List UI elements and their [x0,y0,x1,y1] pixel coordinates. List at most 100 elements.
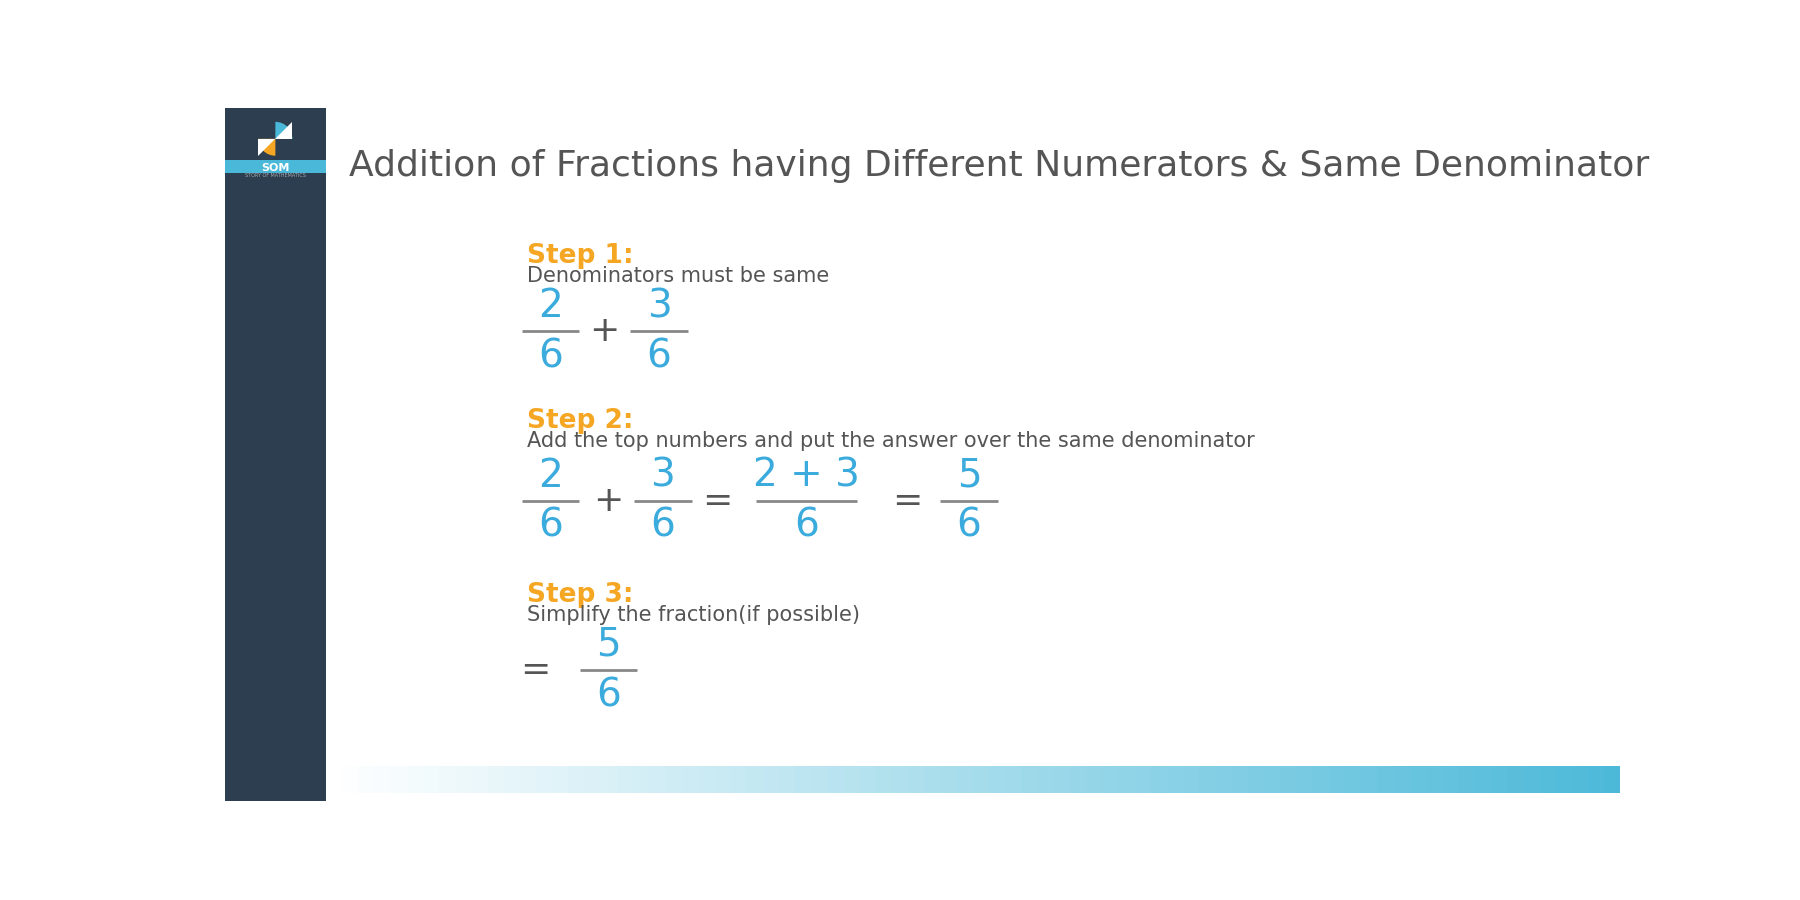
Bar [1053,767,1071,793]
Text: 5: 5 [596,626,621,664]
Bar [1426,767,1444,793]
Bar [698,767,715,793]
Bar [1571,767,1588,793]
Bar [1409,767,1427,793]
Bar [1037,767,1055,793]
Text: 5: 5 [956,456,981,494]
Bar [1474,767,1492,793]
Bar [1539,767,1555,793]
Text: Addition of Fractions having Different Numerators & Same Denominator: Addition of Fractions having Different N… [349,148,1649,183]
Text: 2: 2 [538,456,563,494]
Bar [585,767,601,793]
Text: =: = [520,653,551,687]
Bar [877,767,893,793]
Bar [763,767,779,793]
Bar [601,767,617,793]
Bar [1555,767,1571,793]
Bar [796,767,812,793]
Text: SOM: SOM [261,164,290,174]
Bar [1523,767,1539,793]
Bar [812,767,828,793]
Bar [1393,767,1411,793]
Bar [666,767,682,793]
Bar [569,767,585,793]
Bar [1021,767,1039,793]
Bar [423,767,439,793]
Bar [520,767,536,793]
Bar [1118,767,1136,793]
Bar [941,767,958,793]
Text: =: = [702,483,733,518]
Bar [1004,767,1022,793]
Text: 6: 6 [646,338,671,375]
Bar [925,767,941,793]
Bar [504,767,520,793]
Bar [682,767,698,793]
Text: 2 + 3: 2 + 3 [752,456,860,494]
Bar [1442,767,1460,793]
Bar [731,767,747,793]
Bar [634,767,650,793]
Bar [374,767,391,793]
Text: Step 3:: Step 3: [527,581,634,608]
Bar [715,767,731,793]
Bar [1150,767,1168,793]
Bar [1215,767,1233,793]
Bar [956,767,974,793]
Polygon shape [275,122,292,139]
Text: STORY OF MATHEMATICS: STORY OF MATHEMATICS [245,173,306,177]
Bar [1296,767,1314,793]
Bar [1604,767,1620,793]
Bar [1134,767,1152,793]
Bar [1280,767,1298,793]
Bar [747,767,763,793]
Bar [488,767,504,793]
Bar [1490,767,1508,793]
Bar [1264,767,1282,793]
Text: 3: 3 [650,456,675,494]
Bar [1069,767,1087,793]
Bar [988,767,1006,793]
Bar [1458,767,1476,793]
Bar [1507,767,1525,793]
Bar [553,767,569,793]
Text: Add the top numbers and put the answer over the same denominator: Add the top numbers and put the answer o… [527,431,1255,452]
Bar [225,160,326,173]
Bar [358,767,374,793]
Text: =: = [891,483,922,518]
Bar [650,767,666,793]
Bar [1588,767,1604,793]
Bar [909,767,925,793]
Text: +: + [594,483,625,518]
Bar [472,767,488,793]
Text: +: + [590,314,619,348]
Bar [1102,767,1120,793]
Bar [1231,767,1249,793]
Bar [1085,767,1103,793]
Text: 6: 6 [794,507,819,544]
Wedge shape [259,139,275,156]
Bar [1328,767,1346,793]
Bar [225,108,326,801]
Bar [391,767,407,793]
Text: 6: 6 [538,338,563,375]
Text: 6: 6 [596,676,621,715]
Text: Step 1:: Step 1: [527,243,634,269]
Bar [860,767,877,793]
Text: Denominators must be same: Denominators must be same [527,266,830,286]
Bar [1166,767,1184,793]
Text: 6: 6 [538,507,563,544]
Bar [828,767,844,793]
Bar [455,767,472,793]
Bar [536,767,553,793]
Bar [1377,767,1395,793]
Bar [779,767,796,793]
Bar [1361,767,1379,793]
Bar [342,767,358,793]
Bar [407,767,423,793]
Bar [972,767,990,793]
Text: Step 2:: Step 2: [527,409,634,435]
Bar [1312,767,1330,793]
Bar [439,767,455,793]
Text: 3: 3 [646,287,671,325]
